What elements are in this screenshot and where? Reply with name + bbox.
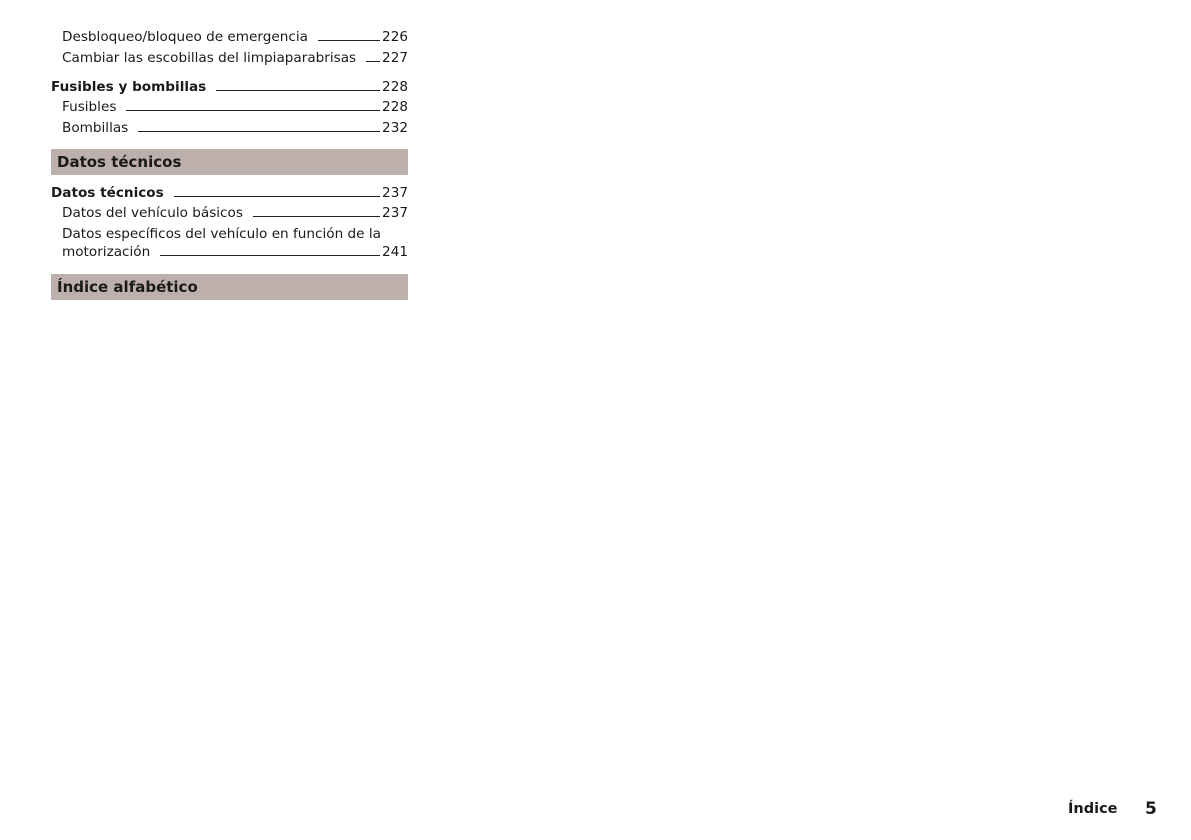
toc-entry-page: 228 <box>382 99 408 115</box>
toc-entry-label: Desbloqueo/bloqueo de emergencia <box>62 29 308 45</box>
toc-entry-label: Datos técnicos <box>51 185 164 201</box>
dot-leader <box>160 255 381 256</box>
section-header: Índice alfabético <box>51 274 408 300</box>
toc-entry[interactable]: Fusibles 228 <box>62 98 408 116</box>
toc-entry-page: 226 <box>382 29 408 45</box>
toc-entry-page: 227 <box>382 50 408 66</box>
toc-entry-page: 237 <box>382 185 408 201</box>
footer-section-label: Índice <box>1068 801 1118 817</box>
toc-entry-page: 237 <box>382 205 408 221</box>
toc-entry-label: Datos del vehículo básicos <box>62 205 243 221</box>
toc-entry-label: Fusibles y bombillas <box>51 79 207 95</box>
toc-entry-page: 228 <box>382 79 408 95</box>
toc-entry[interactable]: Bombillas 232 <box>62 119 408 137</box>
dot-leader <box>366 61 381 62</box>
toc-entry[interactable]: Desbloqueo/bloqueo de emergencia 226 <box>62 28 408 46</box>
dot-leader <box>138 131 381 132</box>
toc-entry[interactable]: Datos del vehículo básicos 237 <box>62 204 408 222</box>
toc-entry-label: Fusibles <box>62 99 117 115</box>
toc-entry-page: 232 <box>382 120 408 136</box>
toc-entry-label: motorización <box>62 244 151 260</box>
toc-entry-page: 241 <box>382 244 408 260</box>
dot-leader <box>216 90 381 91</box>
dot-leader <box>252 216 381 217</box>
toc-entry[interactable]: motorización 241 <box>62 243 408 261</box>
dot-leader <box>173 196 381 197</box>
toc-chapter[interactable]: Fusibles y bombillas 228 <box>51 78 408 96</box>
section-header: Datos técnicos <box>51 149 408 175</box>
dot-leader <box>126 110 381 111</box>
toc-entry-label: Bombillas <box>62 120 129 136</box>
toc-chapter[interactable]: Datos técnicos 237 <box>51 184 408 202</box>
dot-leader <box>317 40 381 41</box>
page-number: 5 <box>1145 799 1157 819</box>
toc-entry-label: Cambiar las escobillas del limpiaparabri… <box>62 50 357 66</box>
toc-entry-line1[interactable]: Datos específicos del vehículo en funció… <box>62 226 381 242</box>
toc-entry[interactable]: Cambiar las escobillas del limpiaparabri… <box>62 49 408 67</box>
